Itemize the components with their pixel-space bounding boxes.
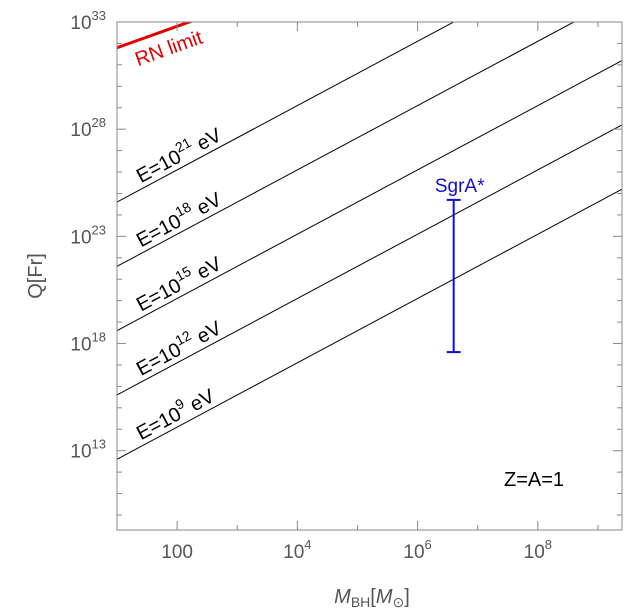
energy-line: [117, 22, 455, 203]
rn-limit-label: RN limit: [132, 27, 206, 71]
energy-line: [117, 22, 575, 267]
x-tick-label: 100: [161, 542, 193, 563]
y-axis-title: Q[Fr]: [25, 253, 47, 299]
x-tick-label: 106: [403, 537, 431, 563]
x-axis-title: MBH[M⊙]: [334, 586, 410, 610]
energy-line-label: E=1012 eV: [131, 313, 226, 381]
y-tick-label: 1018: [70, 330, 106, 356]
energy-line-label: E=109 eV: [131, 381, 219, 445]
energy-line-label: E=1021 eV: [131, 120, 226, 188]
energy-line: [117, 124, 622, 396]
plot-frame: [116, 21, 623, 531]
x-tick-label: 108: [524, 537, 552, 563]
line-label-layer: E=1021 eVE=1018 eVE=1015 eVE=1012 eVE=10…: [131, 27, 226, 445]
series-layer: [117, 22, 622, 460]
energy-line-label: E=1015 eV: [131, 248, 226, 316]
corner-annotation: Z=A=1: [504, 469, 564, 491]
y-tick-label: 1023: [70, 222, 106, 248]
y-tick-label: 1013: [70, 437, 106, 463]
sgra-label: SgrA*: [435, 176, 485, 197]
tick-layer: 100 104 106 108 1013 1018 1023 1028 1033: [70, 8, 622, 563]
y-tick-label: 1033: [70, 8, 106, 34]
y-tick-label: 1028: [70, 115, 106, 141]
energy-line-label: E=1018 eV: [131, 184, 226, 252]
energy-line: [117, 60, 622, 332]
source-layer: SgrA*: [435, 176, 485, 354]
x-tick-label: 104: [283, 537, 311, 563]
energy-line: [117, 188, 622, 460]
